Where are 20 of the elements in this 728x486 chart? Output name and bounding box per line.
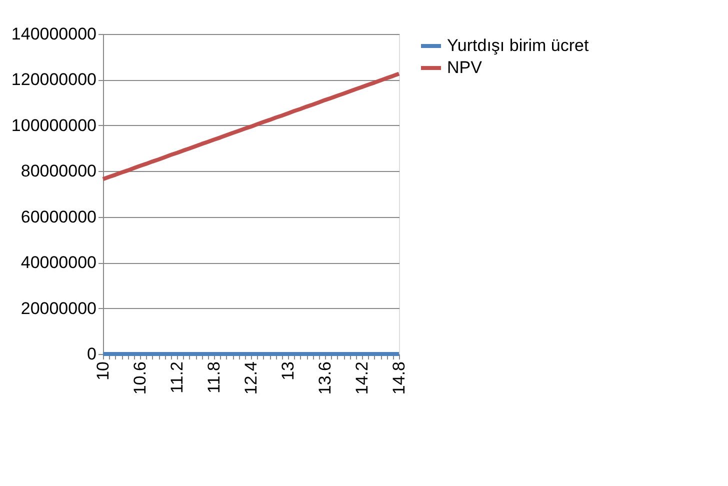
x-tick-label: 14.8 bbox=[390, 362, 408, 395]
x-tick-label: 13.6 bbox=[316, 362, 334, 395]
y-tick-label: 20000000 bbox=[20, 298, 96, 318]
x-tick-label: 10 bbox=[94, 362, 112, 380]
y-tick-label: 120000000 bbox=[11, 70, 96, 90]
legend-label: Yurtdışı birim ücret bbox=[447, 36, 589, 55]
x-tick-label: 10.6 bbox=[130, 362, 150, 395]
x-tick-label: 11.8 bbox=[204, 362, 224, 394]
y-tick-label: 100000000 bbox=[11, 116, 96, 135]
x-tick-label: 12.4 bbox=[242, 362, 260, 395]
y-tick-label: 140000000 bbox=[11, 24, 96, 44]
line-series bbox=[101, 72, 401, 182]
y-tick-label: 0 bbox=[87, 344, 96, 364]
y-tick-label: 80000000 bbox=[20, 162, 96, 181]
x-tick-label: 11.2 bbox=[168, 362, 186, 394]
y-tick-label: 40000000 bbox=[20, 253, 96, 272]
legend-label: NPV bbox=[447, 58, 483, 77]
x-tick-label: 13 bbox=[278, 362, 298, 380]
x-tick-label: 14.2 bbox=[352, 362, 372, 395]
y-tick-label: 60000000 bbox=[20, 207, 96, 226]
